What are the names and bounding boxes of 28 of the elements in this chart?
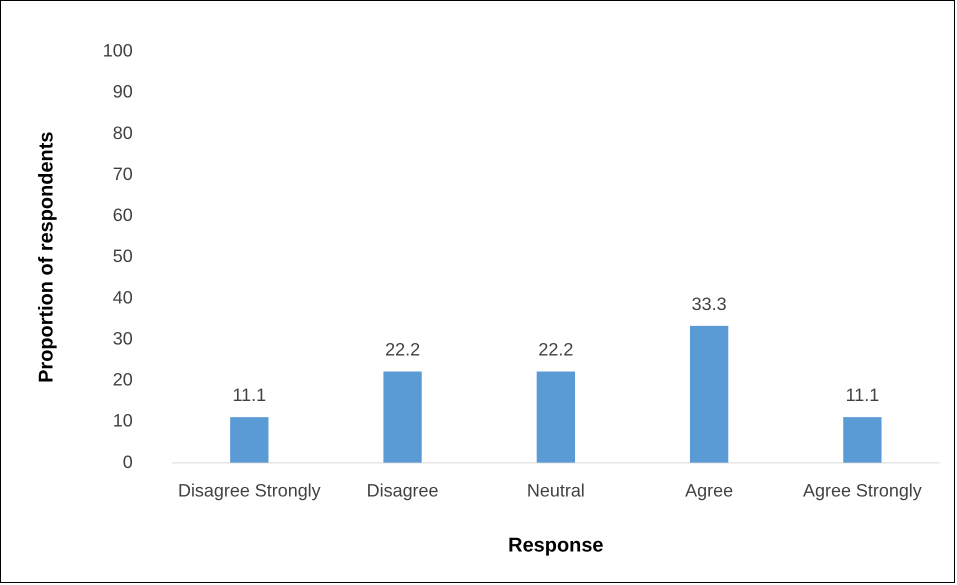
y-tick-label: 0 — [122, 452, 133, 472]
y-tick-label: 70 — [112, 164, 133, 184]
x-tick-label: Disagree — [366, 480, 439, 500]
y-tick-label: 20 — [112, 370, 133, 390]
x-tick-label: Disagree Strongly — [178, 480, 321, 500]
data-label: 22.2 — [385, 340, 420, 360]
y-tick-label: 90 — [112, 82, 133, 102]
x-tick-label: Agree Strongly — [803, 480, 922, 500]
bar — [690, 326, 728, 463]
x-tick-label: Neutral — [526, 480, 585, 500]
data-label: 33.3 — [692, 294, 727, 314]
y-tick-label: 30 — [112, 328, 133, 348]
bar — [843, 417, 882, 463]
y-tick-label: 100 — [102, 40, 133, 61]
data-label: 11.1 — [846, 385, 880, 406]
data-label: 22.2 — [538, 340, 574, 360]
y-axis-title: Proportion of respondents — [35, 132, 58, 383]
data-label: 11.1 — [232, 385, 266, 406]
bar — [230, 417, 268, 463]
bar — [536, 372, 576, 463]
x-axis-title: Response — [508, 534, 604, 557]
y-tick-label: 50 — [112, 246, 133, 266]
y-tick-label: 80 — [112, 122, 133, 143]
y-tick-label: 60 — [112, 205, 133, 226]
y-tick-label: 10 — [112, 410, 133, 431]
bar — [383, 372, 422, 463]
x-tick-label: Agree — [685, 480, 734, 500]
y-tick-label: 40 — [112, 287, 133, 308]
